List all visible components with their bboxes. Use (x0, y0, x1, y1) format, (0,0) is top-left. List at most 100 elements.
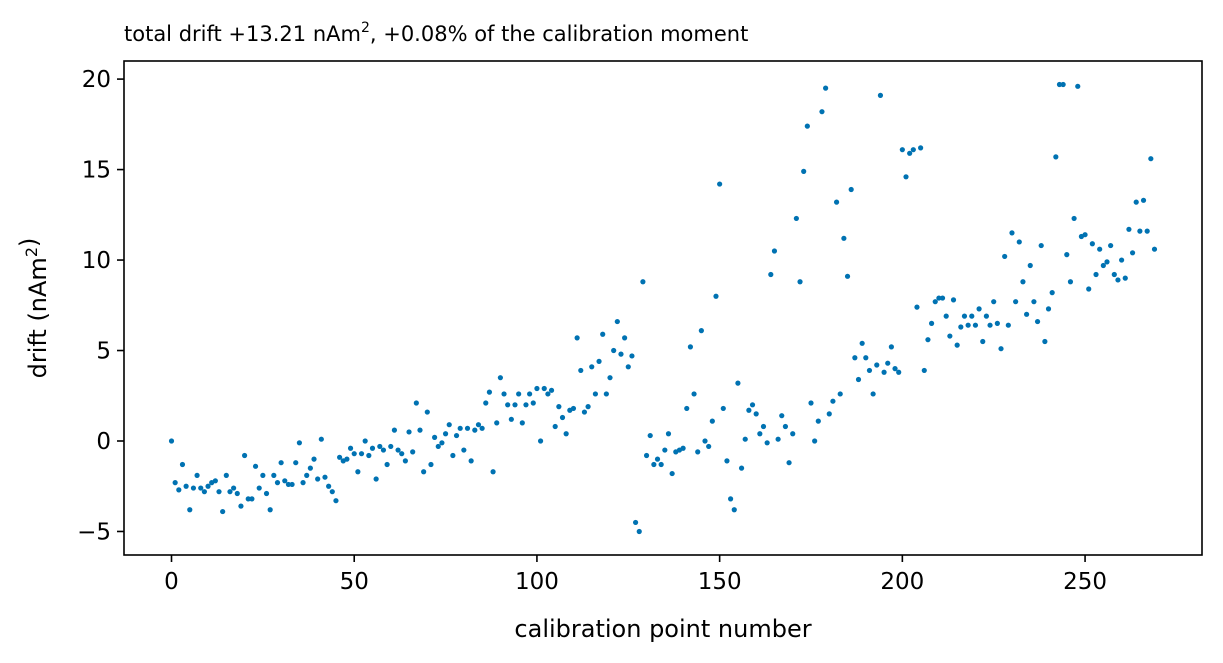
data-point (1064, 252, 1070, 258)
data-point (1016, 239, 1022, 245)
data-point (267, 507, 273, 513)
data-point (629, 353, 635, 359)
y-tick-label: 15 (82, 158, 111, 184)
data-point (918, 145, 924, 151)
data-point (442, 431, 449, 437)
data-point (662, 447, 668, 453)
data-point (552, 423, 558, 430)
data-point (779, 413, 785, 419)
data-point (804, 123, 810, 129)
plot-frame (123, 60, 1203, 556)
data-point (910, 147, 916, 153)
data-point (231, 485, 237, 491)
data-point (172, 480, 178, 486)
data-point (768, 271, 774, 278)
data-point (187, 507, 193, 513)
data-point (786, 460, 792, 466)
data-point (961, 313, 968, 319)
data-point (855, 376, 862, 383)
data-point (614, 318, 620, 325)
data-point (475, 422, 482, 428)
data-point (344, 456, 350, 462)
data-point (669, 470, 675, 477)
data-point (570, 405, 577, 412)
y-tick-label: −5 (77, 519, 111, 545)
data-point (333, 498, 339, 504)
data-point (1009, 230, 1015, 236)
data-point (417, 427, 423, 433)
data-point (713, 293, 719, 299)
data-point (1115, 277, 1121, 283)
data-point (220, 508, 226, 515)
data-point (545, 391, 551, 397)
data-point (914, 304, 920, 310)
data-point (227, 489, 233, 495)
data-point (168, 438, 175, 444)
data-points (168, 81, 1158, 535)
x-axis-ticks: 0 50 100 150 200 250 (164, 555, 1107, 595)
data-point (775, 436, 781, 442)
data-point (457, 425, 463, 431)
x-tick-label: 250 (1063, 569, 1107, 595)
data-point (728, 496, 734, 502)
data-point (1119, 257, 1125, 263)
data-point (304, 472, 310, 478)
data-point (461, 447, 467, 453)
data-point (432, 434, 438, 440)
data-point (983, 313, 990, 319)
data-point (1129, 250, 1136, 256)
y-tick-label: 10 (82, 248, 111, 274)
data-point (680, 445, 686, 451)
data-point (899, 147, 905, 153)
data-point (632, 519, 639, 526)
data-point (936, 295, 942, 301)
data-point (1042, 338, 1048, 345)
data-point (742, 436, 748, 442)
data-point (1024, 311, 1030, 317)
data-point (954, 342, 960, 348)
data-point (223, 472, 229, 478)
data-point (991, 299, 997, 305)
data-point (1148, 156, 1154, 162)
data-point (369, 445, 376, 451)
data-point (618, 351, 624, 357)
data-point (347, 445, 354, 451)
data-point (198, 485, 204, 491)
data-point (643, 452, 650, 459)
data-point (190, 485, 197, 491)
data-point (647, 432, 653, 439)
data-point (205, 483, 211, 489)
data-point (453, 432, 460, 439)
data-point (863, 355, 869, 361)
data-point (848, 186, 854, 193)
data-point (994, 320, 1000, 326)
data-point (757, 431, 763, 437)
data-point (329, 489, 335, 495)
data-point (435, 443, 441, 450)
data-point (179, 461, 186, 468)
x-axis-label: calibration point number (514, 615, 811, 643)
data-point (556, 404, 562, 410)
data-point (947, 333, 953, 339)
data-point (256, 485, 262, 491)
data-point (472, 427, 478, 433)
data-point (969, 313, 975, 319)
y-tick-label: 5 (96, 339, 111, 365)
data-point (483, 400, 489, 406)
data-point (1071, 215, 1077, 222)
data-point (636, 528, 642, 535)
data-point (428, 461, 434, 468)
data-point (559, 414, 566, 421)
data-point (249, 496, 255, 502)
data-point (1049, 290, 1055, 296)
data-point (607, 375, 613, 381)
data-point (790, 431, 796, 437)
data-point (358, 451, 365, 457)
data-point (282, 478, 288, 484)
data-point (490, 469, 496, 475)
data-point (494, 420, 500, 426)
data-point (611, 347, 617, 354)
data-point (1034, 318, 1041, 325)
data-point (315, 476, 321, 482)
